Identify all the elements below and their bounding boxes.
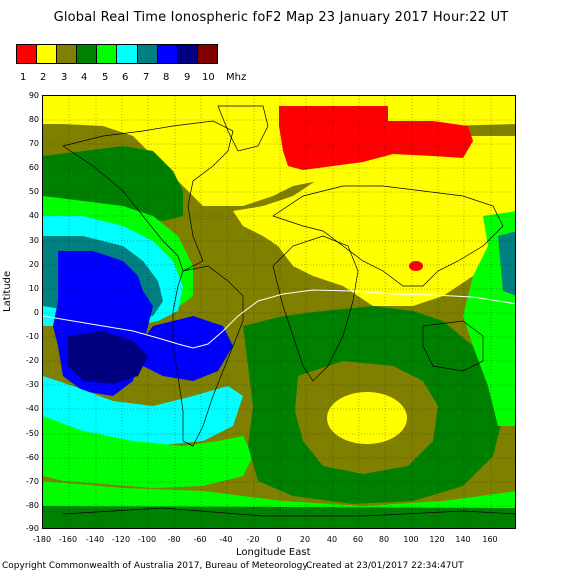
legend-labels: 1 2 3 4 5 6 7 8 9 10 Mhz [16, 72, 256, 86]
legend-label: 3 [61, 72, 68, 83]
fof2-map [42, 95, 516, 529]
contour-level-9 [68, 331, 148, 384]
x-axis-title: Longitude East [236, 547, 311, 558]
y-tick-label: 40 [28, 211, 39, 220]
x-tick-label: -80 [167, 535, 181, 544]
magnetic-equator-line [43, 289, 515, 349]
y-tick-label: -30 [25, 380, 39, 389]
x-tick-label: 20 [299, 535, 311, 544]
y-tick-label: -40 [25, 404, 39, 413]
x-tick-label: 140 [455, 535, 471, 544]
y-tick-label: -60 [25, 453, 39, 462]
legend-label: 5 [102, 72, 109, 83]
x-tick-label: 80 [378, 535, 390, 544]
legend-label: 4 [81, 72, 88, 83]
fof2-contour-map [43, 96, 515, 528]
coastlines [62, 105, 515, 517]
x-tick-label: 40 [326, 535, 338, 544]
y-tick-label: -90 [25, 524, 39, 533]
y-tick-label: 20 [28, 260, 39, 269]
legend-swatch [77, 45, 98, 63]
x-tick-label: 60 [352, 535, 364, 544]
y-tick-label: -50 [25, 429, 39, 438]
x-tick-label: 0 [276, 535, 282, 544]
x-tick-label: -160 [58, 535, 78, 544]
y-tick-label: 50 [28, 187, 39, 196]
contour-level-1 [279, 106, 473, 170]
contour-level-5 [43, 416, 253, 488]
legend-swatch [157, 45, 178, 63]
legend-swatch [197, 45, 217, 63]
legend-unit: Mhz [226, 72, 247, 83]
legend-swatch [117, 45, 138, 63]
x-tick-label: -120 [111, 535, 131, 544]
x-tick-label: -20 [246, 535, 260, 544]
color-legend [16, 44, 218, 64]
legend-label: 10 [202, 72, 215, 83]
x-tick-label: 120 [429, 535, 445, 544]
legend-swatch [17, 45, 38, 63]
y-axis-title: Latitude [2, 270, 13, 312]
x-tick-label: -100 [137, 535, 157, 544]
contour-level-2 [327, 392, 407, 444]
x-tick-label: -60 [193, 535, 207, 544]
legend-swatch [57, 45, 78, 63]
legend-swatch [137, 45, 158, 63]
contour-level-1 [409, 261, 423, 271]
y-tick-label: 70 [28, 139, 39, 148]
legend-label: 9 [184, 72, 191, 83]
legend-label: 1 [20, 72, 27, 83]
contour-level-6 [43, 376, 243, 446]
y-tick-label: -10 [25, 332, 39, 341]
legend-label: 2 [40, 72, 47, 83]
legend-label: 8 [163, 72, 170, 83]
y-tick-label: 0 [33, 308, 39, 317]
contour-level-4 [43, 506, 515, 528]
y-tick-label: 60 [28, 163, 39, 172]
contour-level-7 [498, 231, 515, 296]
y-tick-label: 10 [28, 284, 39, 293]
legend-label: 6 [122, 72, 129, 83]
created-timestamp: Created at 23/01/2017 22:34:47UT [306, 561, 464, 571]
x-tick-label: 160 [482, 535, 498, 544]
y-tick-label: 90 [28, 91, 39, 100]
x-tick-label: -140 [85, 535, 105, 544]
map-grid [43, 96, 515, 528]
legend-swatch [37, 45, 58, 63]
x-tick-label: 100 [403, 535, 419, 544]
y-tick-label: -80 [25, 501, 39, 510]
legend-swatch [97, 45, 118, 63]
legend-label: 7 [143, 72, 150, 83]
map-title: Global Real Time Ionospheric foF2 Map 23… [53, 10, 509, 25]
x-tick-label: -180 [32, 535, 52, 544]
y-tick-label: 80 [28, 115, 39, 124]
contour-level-8 [138, 316, 233, 381]
y-tick-label: -20 [25, 356, 39, 365]
x-tick-label: -40 [219, 535, 233, 544]
y-tick-label: 30 [28, 236, 39, 245]
copyright-text: Copyright Commonwealth of Australia 2017… [2, 561, 308, 571]
contour-level-4 [43, 146, 183, 221]
y-tick-label: -70 [25, 477, 39, 486]
contour-level-2 [233, 136, 515, 306]
legend-swatch [177, 45, 198, 63]
